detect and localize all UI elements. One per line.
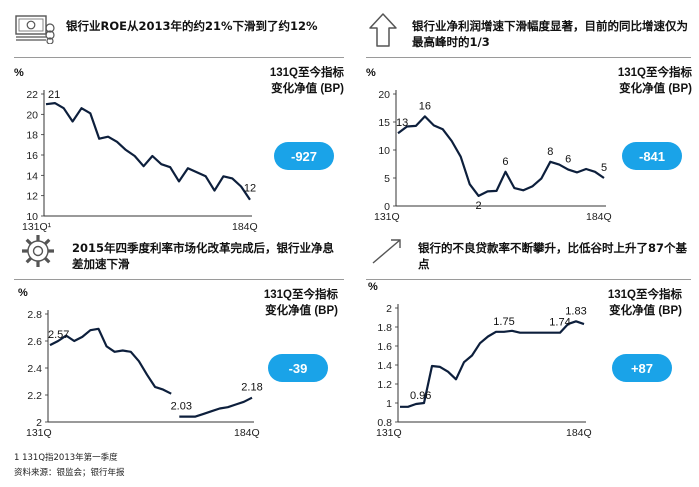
change-badge-value: -927 xyxy=(291,149,317,164)
data-label: 8 xyxy=(547,146,553,158)
title-rule xyxy=(14,279,344,280)
y-tick-label: 2.4 xyxy=(27,363,42,375)
title-rule xyxy=(366,279,691,280)
series-line xyxy=(179,396,253,418)
data-label: 2.18 xyxy=(241,382,262,394)
y-tick-label: 1 xyxy=(386,398,392,410)
title-rule xyxy=(366,57,691,58)
x-start-label: 131Q xyxy=(26,427,52,439)
panel-title: 银行业净利润增速下滑幅度显著，目前的同比增速仅为最高峰时的1/3 xyxy=(412,19,688,49)
badge-label: 变化净值 (BP) xyxy=(271,81,344,95)
x-start-label: 131Q xyxy=(374,211,400,223)
y-tick-label: 2.2 xyxy=(27,390,42,402)
y-tick-label: 10 xyxy=(378,145,390,157)
footnote: 1 131Q指2013年第一季度 xyxy=(14,453,118,463)
arrow-diagonal-icon xyxy=(372,239,401,264)
y-tick-label: 20 xyxy=(26,109,38,121)
badge-label: 变化净值 (BP) xyxy=(619,81,692,95)
y-tick-label: 14 xyxy=(26,170,38,182)
data-label: 2 xyxy=(476,200,482,212)
y-tick-label: 1.6 xyxy=(377,341,392,353)
y-tick-label: 5 xyxy=(384,173,390,185)
data-label: 21 xyxy=(48,89,60,101)
data-label: 13 xyxy=(396,117,408,129)
data-label: 16 xyxy=(419,100,431,112)
series-line xyxy=(49,327,172,395)
data-label: 1.83 xyxy=(565,305,586,317)
badge-label: 131Q至今指标 xyxy=(264,287,339,301)
series-line xyxy=(397,115,605,197)
change-badge xyxy=(612,354,672,382)
change-badge xyxy=(622,142,682,170)
y-tick-label: 1.4 xyxy=(377,360,392,372)
badge-label: 变化净值 (BP) xyxy=(609,303,682,317)
data-label: 5 xyxy=(601,162,607,174)
panel-title: 银行业ROE从2013年的约21%下滑到了约12% xyxy=(66,19,318,33)
x-start-label: 131Q¹ xyxy=(22,221,52,233)
arrow-up-outline-icon xyxy=(369,13,397,47)
y-tick-label: 2 xyxy=(36,417,42,429)
y-tick-label: 2 xyxy=(386,303,392,315)
change-badge-value: -841 xyxy=(639,149,665,164)
y-tick-label: 12 xyxy=(26,191,38,203)
change-badge xyxy=(274,142,334,170)
badge-label: 131Q至今指标 xyxy=(608,287,683,301)
panel-title: 2015年四季度利率市场化改革完成后，银行业净息差加速下滑 xyxy=(72,241,335,271)
title-rule xyxy=(14,57,344,58)
source-note: 资料来源：银监会；银行年报 xyxy=(14,468,125,478)
y-tick-label: 1.8 xyxy=(377,322,392,334)
change-badge-value: -39 xyxy=(289,361,308,376)
x-end-label: 184Q xyxy=(586,211,612,223)
y-tick-label: 20 xyxy=(378,89,390,101)
series-line xyxy=(45,101,251,201)
badge-label: 131Q至今指标 xyxy=(270,65,345,79)
y-tick-label: 0 xyxy=(384,201,390,213)
badge-label: 变化净值 (BP) xyxy=(265,303,338,317)
badge-label: 131Q至今指标 xyxy=(618,65,693,79)
y-unit-label: % xyxy=(14,67,24,79)
y-unit-label: % xyxy=(18,287,28,299)
data-label: 1.75 xyxy=(493,316,514,328)
x-end-label: 184Q xyxy=(566,427,592,439)
y-tick-label: 1.2 xyxy=(377,379,392,391)
gear-icon xyxy=(22,235,54,267)
nim-chart: % 2 2.2 2.4 2.6 2.8 131Q 184Q 2.57 2.03 2.18 131Q至今… xyxy=(18,287,339,439)
data-label: 6 xyxy=(502,156,508,168)
y-tick-label: 0.8 xyxy=(377,417,392,429)
y-tick-label: 18 xyxy=(26,130,38,142)
roe-chart: % 10 12 14 16 18 20 22 131Q¹ 184Q 21 12 131Q至今指标变化净值… xyxy=(14,65,345,233)
npl-chart: % 0.8 1 1.2 1.4 1.6 1.8 2 131Q 184Q 0.96 1.75 1.741.… xyxy=(368,281,683,439)
data-label: 6 xyxy=(565,154,571,166)
x-start-label: 131Q xyxy=(376,427,402,439)
y-tick-label: 15 xyxy=(378,117,390,129)
x-end-label: 184Q xyxy=(232,221,258,233)
y-tick-label: 10 xyxy=(26,211,38,223)
data-label: 2.57 xyxy=(48,329,69,341)
panel-title: 银行的不良贷款率不断攀升，比低谷时上升了87个基点 xyxy=(418,241,688,271)
change-badge-value: +87 xyxy=(631,361,653,376)
y-tick-label: 16 xyxy=(26,150,38,162)
y-tick-label: 2.8 xyxy=(27,309,42,321)
money-stack-icon xyxy=(15,15,55,44)
data-label: 2.03 xyxy=(171,401,192,413)
change-badge xyxy=(268,354,328,382)
series-line xyxy=(400,320,585,408)
y-tick-label: 22 xyxy=(26,89,38,101)
y-unit-label: % xyxy=(366,67,376,79)
x-end-label: 184Q xyxy=(234,427,260,439)
data-label: 1.74 xyxy=(549,317,570,329)
data-label: 12 xyxy=(244,183,256,195)
y-unit-label: % xyxy=(368,281,378,293)
data-label: 0.96 xyxy=(410,390,431,402)
y-tick-label: 2.6 xyxy=(27,336,42,348)
